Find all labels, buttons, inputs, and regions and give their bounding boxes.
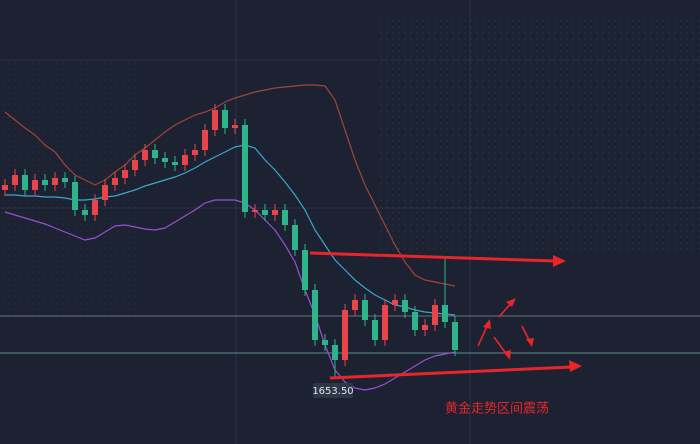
annotation-text: 黄金走势区间震荡 bbox=[445, 401, 549, 417]
candle-body bbox=[432, 305, 438, 325]
indicator-line bbox=[4, 84, 456, 287]
arrow-head bbox=[506, 298, 516, 307]
candle-body bbox=[212, 110, 218, 130]
indicator-line bbox=[5, 144, 456, 316]
candle-body bbox=[62, 178, 68, 182]
candle-body bbox=[112, 178, 118, 185]
candle-body bbox=[152, 150, 158, 158]
candle-body bbox=[142, 150, 148, 160]
candle-body bbox=[42, 180, 48, 185]
candle-body bbox=[452, 322, 458, 350]
candle-body bbox=[182, 155, 188, 165]
swing-arrows bbox=[477, 298, 534, 360]
candle-body bbox=[72, 182, 78, 210]
candle-body bbox=[252, 210, 258, 212]
candle-body bbox=[162, 158, 168, 162]
candle-body bbox=[272, 210, 278, 215]
candle-body bbox=[12, 175, 18, 185]
candle-body bbox=[132, 160, 138, 170]
candle-body bbox=[372, 320, 378, 340]
candle-body bbox=[362, 300, 368, 320]
candle-body bbox=[122, 170, 128, 178]
annotation-arrows bbox=[309, 251, 582, 380]
arrow-head bbox=[483, 319, 491, 329]
candle-body bbox=[382, 305, 388, 340]
arrow-head bbox=[569, 360, 582, 372]
candle-body bbox=[92, 200, 98, 215]
candle-body bbox=[262, 210, 268, 215]
map-texture bbox=[380, 20, 700, 250]
candle-body bbox=[412, 312, 418, 330]
arrow-head bbox=[553, 255, 566, 267]
candle-body bbox=[422, 325, 428, 330]
candle-body bbox=[82, 210, 88, 215]
map-texture bbox=[0, 60, 140, 320]
candle-body bbox=[392, 300, 398, 305]
candle-body bbox=[52, 178, 58, 185]
candle-body bbox=[232, 125, 238, 128]
candle-body bbox=[102, 185, 108, 200]
arrow-head bbox=[526, 338, 534, 347]
candle-body bbox=[442, 305, 448, 322]
arrow bbox=[329, 365, 573, 380]
plot-area bbox=[2, 84, 458, 391]
indicator-line bbox=[4, 199, 456, 391]
price-tag bbox=[313, 383, 353, 398]
candle-body bbox=[282, 210, 288, 225]
arrow-head bbox=[503, 350, 511, 360]
candle-body bbox=[202, 130, 208, 150]
candle-body bbox=[312, 290, 318, 340]
low-price-label: 1653.50 bbox=[312, 386, 353, 397]
candle-body bbox=[292, 225, 298, 250]
candle-body bbox=[402, 300, 408, 312]
candle-body bbox=[342, 310, 348, 360]
candle-body bbox=[2, 185, 8, 190]
candle-body bbox=[172, 162, 178, 165]
candle-body bbox=[222, 110, 228, 128]
candle-body bbox=[22, 175, 28, 190]
candle-body bbox=[32, 180, 38, 190]
arrow bbox=[309, 251, 557, 263]
candle-body bbox=[352, 300, 358, 310]
candle-body bbox=[332, 345, 338, 360]
candle-body bbox=[322, 340, 328, 345]
candle-body bbox=[242, 125, 248, 212]
candle-body bbox=[192, 150, 198, 155]
candle-body bbox=[302, 250, 308, 290]
